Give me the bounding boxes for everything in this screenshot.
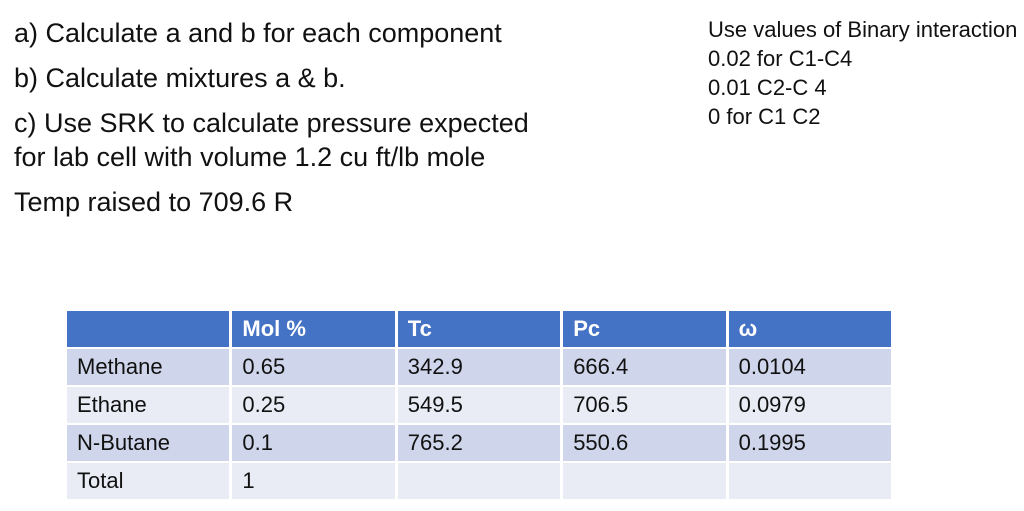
table-cell-total-omega [728,463,891,499]
table-header-tc: Tc [397,311,561,347]
table-cell-total-mol: 1 [232,463,395,499]
binary-note-line-2: 0.02 for C1-C4 [708,46,853,71]
temp-note: Temp raised to 709.6 R [14,187,294,217]
binary-note-line-4: 0 for C1 C2 [708,104,821,129]
binary-note-line-3: 0.01 C2-C 4 [708,75,827,100]
instruction-item-a: a) Calculate a and b for each component [14,18,502,48]
table-cell-nbutane-name: N-Butane [67,425,230,461]
binary-interaction-note: Use values of Binary interaction 0.02 fo… [708,15,1018,131]
table-cell-ethane-name: Ethane [67,387,230,423]
component-properties-table: Mol % Tc Pc ω Methane 0.65 342.9 666.4 0… [67,311,891,499]
table-cell-nbutane-omega: 0.1995 [728,425,891,461]
table-cell-ethane-tc: 549.5 [397,387,561,423]
table-cell-nbutane-mol: 0.1 [232,425,395,461]
table-cell-ethane-pc: 706.5 [563,387,726,423]
table-cell-total-label: Total [67,463,230,499]
table-cell-methane-omega: 0.0104 [728,349,891,385]
table-header-pc: Pc [563,311,726,347]
table-cell-methane-pc: 666.4 [563,349,726,385]
table-cell-ethane-omega: 0.0979 [728,387,891,423]
table-header-omega: ω [728,311,891,347]
table-cell-nbutane-tc: 765.2 [397,425,561,461]
binary-note-line-1: Use values of Binary interaction [708,17,1018,42]
table-cell-total-tc [397,463,561,499]
table-header-blank [67,311,230,347]
instruction-item-c-line2: for lab cell with volume 1.2 cu ft/lb mo… [14,142,486,172]
table-cell-methane-name: Methane [67,349,230,385]
problem-statement: a) Calculate a and b for each component … [14,16,614,230]
table-cell-methane-tc: 342.9 [397,349,561,385]
table-cell-total-pc [563,463,726,499]
table-cell-nbutane-pc: 550.6 [563,425,726,461]
table-cell-methane-mol: 0.65 [232,349,395,385]
table-header-mol: Mol % [232,311,395,347]
instruction-item-b: b) Calculate mixtures a & b. [14,63,346,93]
instruction-item-c-line1: c) Use SRK to calculate pressure expecte… [14,108,529,138]
table-cell-ethane-mol: 0.25 [232,387,395,423]
